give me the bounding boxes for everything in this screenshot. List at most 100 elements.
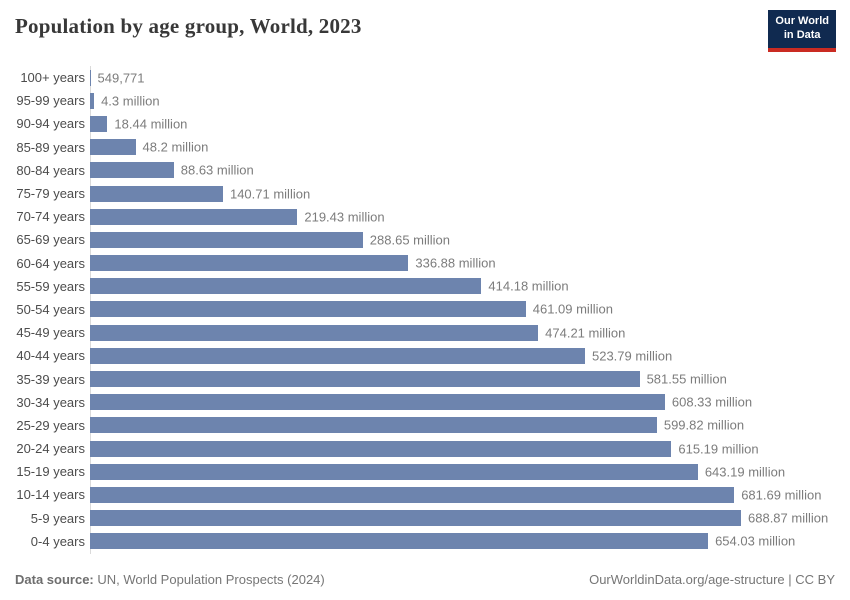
age-group-label: 25-29 years [16, 417, 85, 433]
age-group-label: 50-54 years [16, 301, 85, 317]
bar-row: 30-34 years 608.33 million [0, 391, 850, 414]
owid-logo[interactable]: Our World in Data [768, 10, 836, 52]
value-label: 336.88 million [415, 255, 496, 271]
data-source-text: UN, World Population Prospects (2024) [93, 572, 325, 587]
age-group-label: 5-9 years [30, 510, 85, 526]
value-label: 18.44 million [114, 116, 188, 132]
bar-row: 0-4 years 654.03 million [0, 530, 850, 553]
bar-track: 4.3 million [90, 89, 741, 112]
bar-row: 55-59 years 414.18 million [0, 275, 850, 298]
age-group-label: 80-84 years [16, 162, 85, 178]
owid-logo-line2: in Data [783, 28, 821, 41]
age-group-label: 70-74 years [16, 209, 85, 225]
population-bar [90, 440, 672, 457]
population-bar [90, 324, 539, 341]
age-group-label: 30-34 years [16, 394, 85, 410]
population-bar [90, 486, 735, 503]
bar-row: 65-69 years 288.65 million [0, 228, 850, 251]
value-label: 140.71 million [229, 186, 311, 202]
value-label: 88.63 million [180, 162, 254, 178]
age-group-label: 20-24 years [16, 441, 85, 457]
value-label: 654.03 million [715, 533, 796, 549]
bar-row: 40-44 years 523.79 million [0, 344, 850, 367]
bar-row: 5-9 years 688.87 million [0, 507, 850, 530]
population-bar [90, 278, 482, 295]
age-group-label: 75-79 years [16, 186, 85, 202]
bar-row: 35-39 years 581.55 million [0, 367, 850, 390]
value-label: 288.65 million [369, 232, 450, 248]
bar-row: 60-64 years 336.88 million [0, 252, 850, 275]
population-bar [90, 533, 709, 550]
bar-track: 88.63 million [90, 159, 741, 182]
age-group-label: 15-19 years [16, 464, 85, 480]
population-bar [90, 510, 741, 527]
population-bar [90, 231, 363, 248]
population-bar [90, 255, 409, 272]
value-label: 549,771 [97, 70, 145, 86]
population-bar [90, 208, 298, 225]
bar-row: 90-94 years 18.44 million [0, 112, 850, 135]
chart-footer: Data source: UN, World Population Prospe… [15, 572, 835, 587]
bar-row: 80-84 years 88.63 million [0, 159, 850, 182]
population-bar [90, 139, 136, 156]
bar-track: 581.55 million [90, 367, 741, 390]
value-label: 688.87 million [748, 510, 829, 526]
bar-row: 50-54 years 461.09 million [0, 298, 850, 321]
population-bar [90, 371, 640, 388]
data-source-label: Data source: [15, 572, 94, 587]
population-bar [90, 92, 95, 109]
bar-track: 688.87 million [90, 507, 828, 530]
bar-track: 461.09 million [90, 298, 741, 321]
value-label: 219.43 million [304, 209, 385, 225]
age-group-label: 60-64 years [16, 255, 85, 271]
owid-logo-line1: Our World [775, 15, 829, 27]
value-label: 599.82 million [663, 417, 745, 433]
bar-row: 75-79 years 140.71 million [0, 182, 850, 205]
bar-row: 15-19 years 643.19 million [0, 460, 850, 483]
bar-track: 615.19 million [90, 437, 759, 460]
population-bar [90, 347, 585, 364]
value-label: 461.09 million [532, 301, 613, 317]
bar-row: 70-74 years 219.43 million [0, 205, 850, 228]
value-label: 643.19 million [704, 464, 786, 480]
population-bar [90, 417, 657, 434]
chart-title: Population by age group, World, 2023 [15, 14, 362, 38]
bar-chart: 100+ years 549,771 95-99 years 4.3 million 9… [0, 66, 850, 553]
value-label: 48.2 million [142, 139, 209, 155]
age-group-label: 55-59 years [16, 278, 85, 294]
bar-track: 288.65 million [90, 228, 741, 251]
bar-track: 599.82 million [90, 414, 745, 437]
population-bar [90, 463, 698, 480]
bar-row: 20-24 years 615.19 million [0, 437, 850, 460]
bar-track: 523.79 million [90, 344, 741, 367]
age-group-label: 85-89 years [16, 139, 85, 155]
bar-track: 681.69 million [90, 483, 821, 506]
value-label: 523.79 million [591, 348, 673, 364]
bar-track: 608.33 million [90, 391, 752, 414]
population-bar [90, 185, 223, 202]
bar-track: 549,771 [90, 66, 741, 89]
bar-track: 48.2 million [90, 136, 741, 159]
value-label: 581.55 million [646, 371, 727, 387]
bar-track: 654.03 million [90, 530, 795, 553]
population-bar [90, 69, 91, 86]
bar-track: 474.21 million [90, 321, 741, 344]
age-group-label: 45-49 years [16, 325, 85, 341]
bar-track: 414.18 million [90, 275, 741, 298]
population-bar [90, 162, 174, 179]
credit-link: OurWorldinData.org/age-structure | CC BY [589, 572, 835, 587]
bar-row: 85-89 years 48.2 million [0, 136, 850, 159]
population-bar [90, 301, 526, 318]
age-group-label: 35-39 years [16, 371, 85, 387]
bar-row: 25-29 years 599.82 million [0, 414, 850, 437]
value-label: 474.21 million [545, 325, 626, 341]
age-group-label: 40-44 years [16, 348, 85, 364]
bar-track: 219.43 million [90, 205, 741, 228]
age-group-label: 100+ years [20, 70, 85, 86]
bar-row: 45-49 years 474.21 million [0, 321, 850, 344]
age-group-label: 65-69 years [16, 232, 85, 248]
bar-track: 643.19 million [90, 460, 785, 483]
age-group-label: 95-99 years [16, 93, 85, 109]
age-group-label: 0-4 years [30, 533, 85, 549]
